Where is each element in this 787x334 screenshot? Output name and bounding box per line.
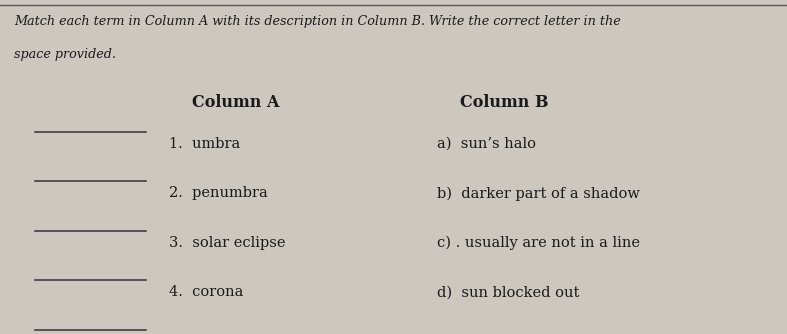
Text: 4.  corona: 4. corona [169, 285, 244, 299]
Text: 1.  umbra: 1. umbra [169, 137, 241, 151]
Text: Match each term in Column A with its description in Column B. Write the correct : Match each term in Column A with its des… [14, 15, 621, 28]
Text: d)  sun blocked out: d) sun blocked out [437, 285, 579, 299]
Text: b)  darker part of a shadow: b) darker part of a shadow [437, 186, 640, 201]
Text: c) . usually are not in a line: c) . usually are not in a line [437, 236, 640, 250]
Text: 3.  solar eclipse: 3. solar eclipse [169, 236, 286, 250]
Text: Column B: Column B [460, 94, 549, 111]
Text: space provided.: space provided. [14, 48, 116, 61]
Text: Column A: Column A [192, 94, 280, 111]
Text: a)  sun’s halo: a) sun’s halo [437, 137, 536, 151]
Text: 2.  penumbra: 2. penumbra [169, 186, 268, 200]
